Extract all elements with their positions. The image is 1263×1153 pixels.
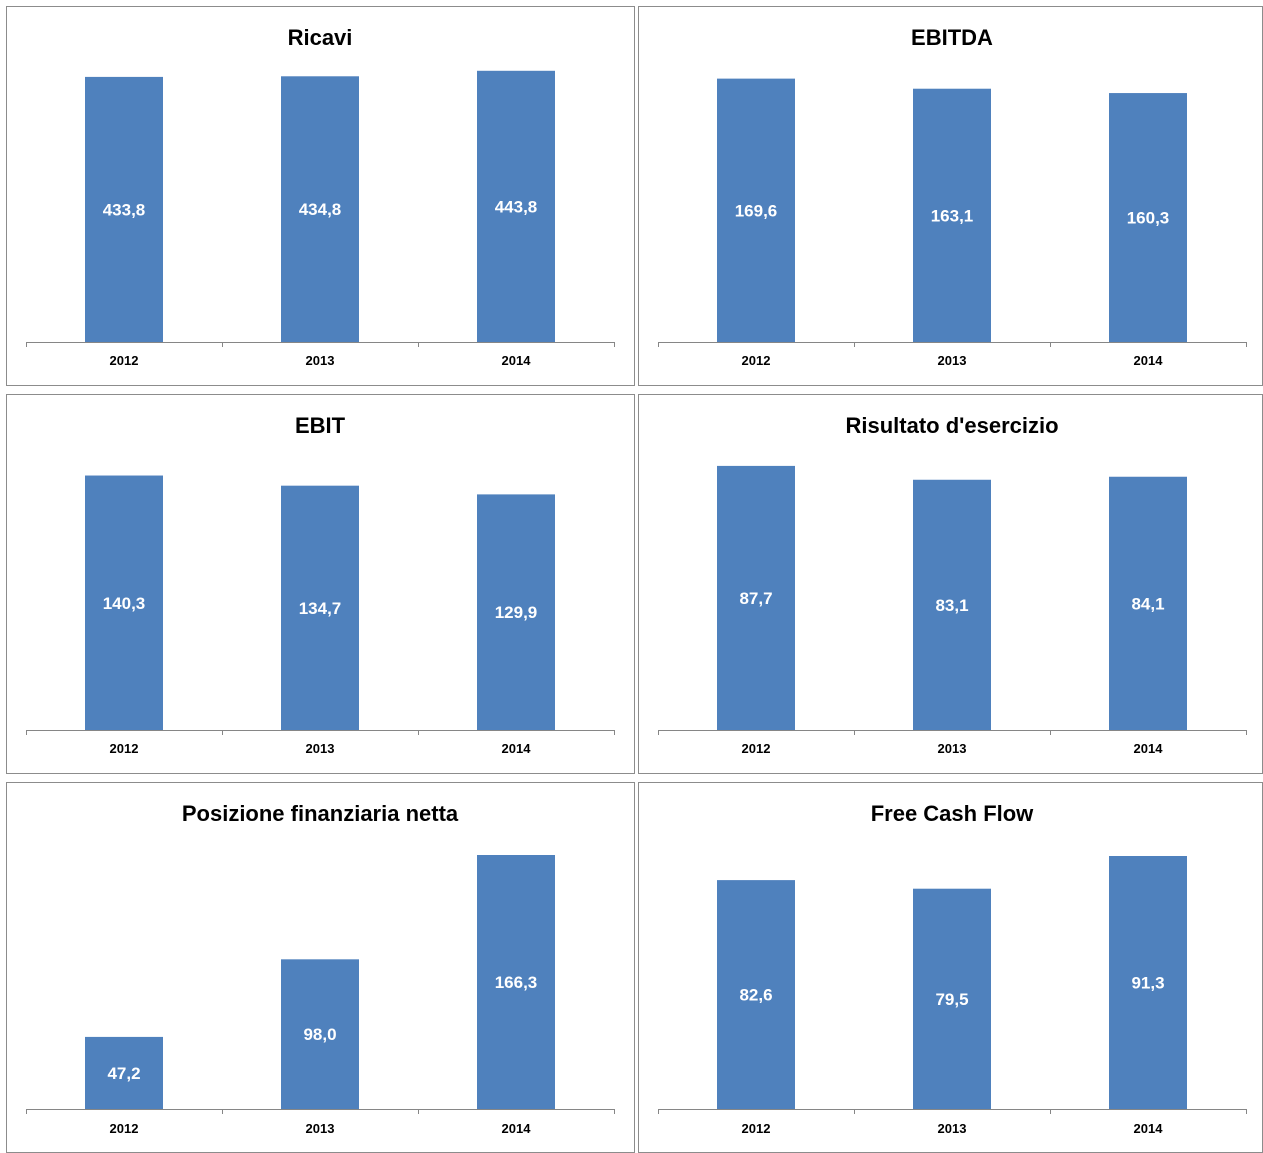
chart-title: Risultato d'esercizio (845, 413, 1058, 438)
chart-panel-ebit: EBIT 140,3 2012 134,7 2013 129,9 2014 (6, 394, 635, 774)
x-tick-label: 2013 (938, 741, 967, 756)
chart-title: Ricavi (288, 25, 353, 50)
data-label: 91,3 (1131, 974, 1164, 993)
bar-chart: EBIT 140,3 2012 134,7 2013 129,9 2014 (26, 413, 615, 756)
data-label: 82,6 (739, 986, 772, 1005)
bar-2012 (85, 76, 163, 343)
data-label: 169,6 (735, 201, 778, 220)
data-label: 163,1 (931, 206, 974, 225)
bar-2014 (1109, 856, 1187, 1109)
x-tick-label: 2012 (110, 741, 139, 756)
chart-title: EBIT (295, 413, 346, 438)
x-tick-label: 2014 (1134, 1121, 1164, 1136)
bar-2014 (477, 494, 555, 730)
x-tick-label: 2012 (742, 1121, 771, 1136)
data-label: 83,1 (935, 596, 968, 615)
x-tick-label: 2012 (110, 353, 139, 368)
chart-panel-ricavi: Ricavi 433,8 2012 434,8 2013 443,8 2014 (6, 6, 635, 386)
x-tick-label: 2012 (110, 1121, 139, 1136)
x-tick-label: 2013 (306, 741, 335, 756)
data-label: 129,9 (495, 603, 538, 622)
data-label: 87,7 (739, 589, 772, 608)
chart-panel-posizione-finanziaria-netta: Posizione finanziaria netta 47,2 2012 98,0 2… (6, 782, 635, 1153)
bar-2013 (281, 959, 359, 1109)
x-tick-label: 2014 (1134, 353, 1164, 368)
bar-2014 (1109, 93, 1187, 342)
data-label: 79,5 (935, 990, 968, 1009)
bar-2012 (717, 880, 795, 1109)
data-label: 443,8 (495, 197, 538, 216)
bar-chart: Posizione finanziaria netta 47,2 2012 98,0 2… (26, 801, 615, 1136)
bar-chart: EBITDA 169,6 2012 163,1 2013 160,3 2014 (658, 25, 1247, 368)
data-label: 140,3 (103, 594, 146, 613)
bar-2013 (913, 888, 991, 1109)
chart-panel-risultato-esercizio: Risultato d'esercizio 87,7 2012 83,1 2013 84,… (638, 394, 1263, 774)
x-tick-label: 2013 (938, 1121, 967, 1136)
bar-2014 (1109, 476, 1187, 730)
x-tick-label: 2014 (1134, 741, 1164, 756)
x-tick-label: 2014 (502, 741, 532, 756)
bar-2012 (85, 475, 163, 730)
x-tick-label: 2014 (502, 1121, 532, 1136)
chart-title: Posizione finanziaria netta (182, 801, 459, 826)
chart-panel-free-cash-flow: Free Cash Flow 82,6 2012 79,5 2013 91,3 2014 (638, 782, 1263, 1153)
bar-2013 (281, 76, 359, 343)
x-tick-label: 2014 (502, 353, 532, 368)
chart-title: EBITDA (911, 25, 993, 50)
bar-chart: Ricavi 433,8 2012 434,8 2013 443,8 2014 (26, 25, 615, 368)
data-label: 84,1 (1131, 594, 1164, 613)
bar-2014 (477, 70, 555, 343)
x-tick-label: 2012 (742, 353, 771, 368)
data-label: 98,0 (303, 1025, 336, 1044)
bar-chart: Risultato d'esercizio 87,7 2012 83,1 2013 84,… (658, 413, 1247, 756)
bar-2014 (477, 855, 555, 1109)
x-tick-label: 2013 (306, 1121, 335, 1136)
bar-chart: Free Cash Flow 82,6 2012 79,5 2013 91,3 2014 (658, 801, 1247, 1136)
x-tick-label: 2013 (306, 353, 335, 368)
data-label: 434,8 (299, 200, 342, 219)
data-label: 134,7 (299, 599, 342, 618)
x-tick-label: 2013 (938, 353, 967, 368)
chart-title: Free Cash Flow (871, 801, 1034, 826)
data-label: 433,8 (103, 200, 146, 219)
bar-2013 (281, 485, 359, 730)
bar-2012 (717, 465, 795, 730)
data-label: 47,2 (107, 1064, 140, 1083)
bar-2013 (913, 479, 991, 730)
bar-2013 (913, 88, 991, 342)
data-label: 160,3 (1127, 209, 1170, 228)
bar-2012 (85, 1036, 163, 1109)
x-tick-label: 2012 (742, 741, 771, 756)
bar-2012 (717, 78, 795, 342)
data-label: 166,3 (495, 973, 538, 992)
chart-panel-ebitda: EBITDA 169,6 2012 163,1 2013 160,3 2014 (638, 6, 1263, 386)
